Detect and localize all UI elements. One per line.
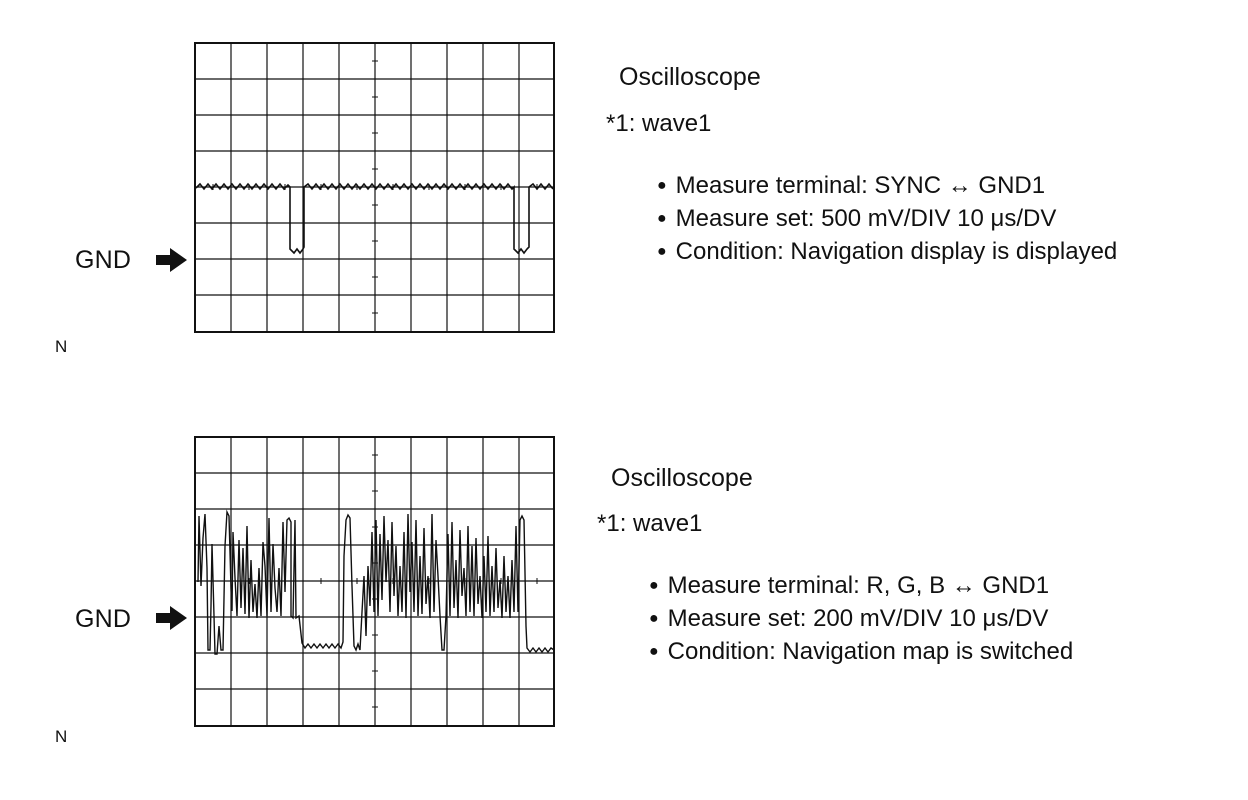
gnd-arrow-icon (156, 248, 187, 272)
oscilloscope-screen-rgb (194, 436, 555, 727)
wave-reference: *1: wave1 (597, 510, 703, 537)
wave-reference: *1: wave1 (606, 110, 712, 137)
waveform-panel-rgb: GND N Oscilloscope *1: wave1 Measure ter… (0, 400, 1248, 800)
measure-set: Measure set: 500 mV/DIV 10 μs/DV (657, 204, 1117, 237)
measure-condition: Condition: Navigation display is display… (657, 237, 1118, 270)
note-marker: N (55, 727, 68, 746)
note-marker: N (55, 337, 68, 356)
oscilloscope-screen-sync (194, 42, 555, 333)
measurement-list: Measure terminal: R, G, B ↔ GND1 Measure… (649, 571, 1074, 670)
gnd-label: GND (75, 605, 132, 633)
waveform-panel-sync: GND N Oscilloscope *1: wave1 Measure ter… (0, 0, 1248, 400)
gnd-arrow-icon (156, 606, 187, 630)
measure-set: Measure set: 200 mV/DIV 10 μs/DV (649, 604, 1073, 637)
measurement-list: Measure terminal: SYNC ↔ GND1 Measure se… (657, 171, 1118, 270)
scope-grid (195, 43, 555, 333)
info-title: Oscilloscope (611, 464, 753, 492)
info-title: Oscilloscope (619, 63, 761, 91)
gnd-label: GND (75, 246, 132, 274)
measure-terminal: Measure terminal: SYNC ↔ GND1 (657, 171, 1117, 204)
measure-terminal: Measure terminal: R, G, B ↔ GND1 (649, 571, 1073, 604)
measure-condition: Condition: Navigation map is switched (649, 637, 1074, 670)
sync-trace (195, 182, 554, 255)
rgb-trace (197, 509, 555, 655)
